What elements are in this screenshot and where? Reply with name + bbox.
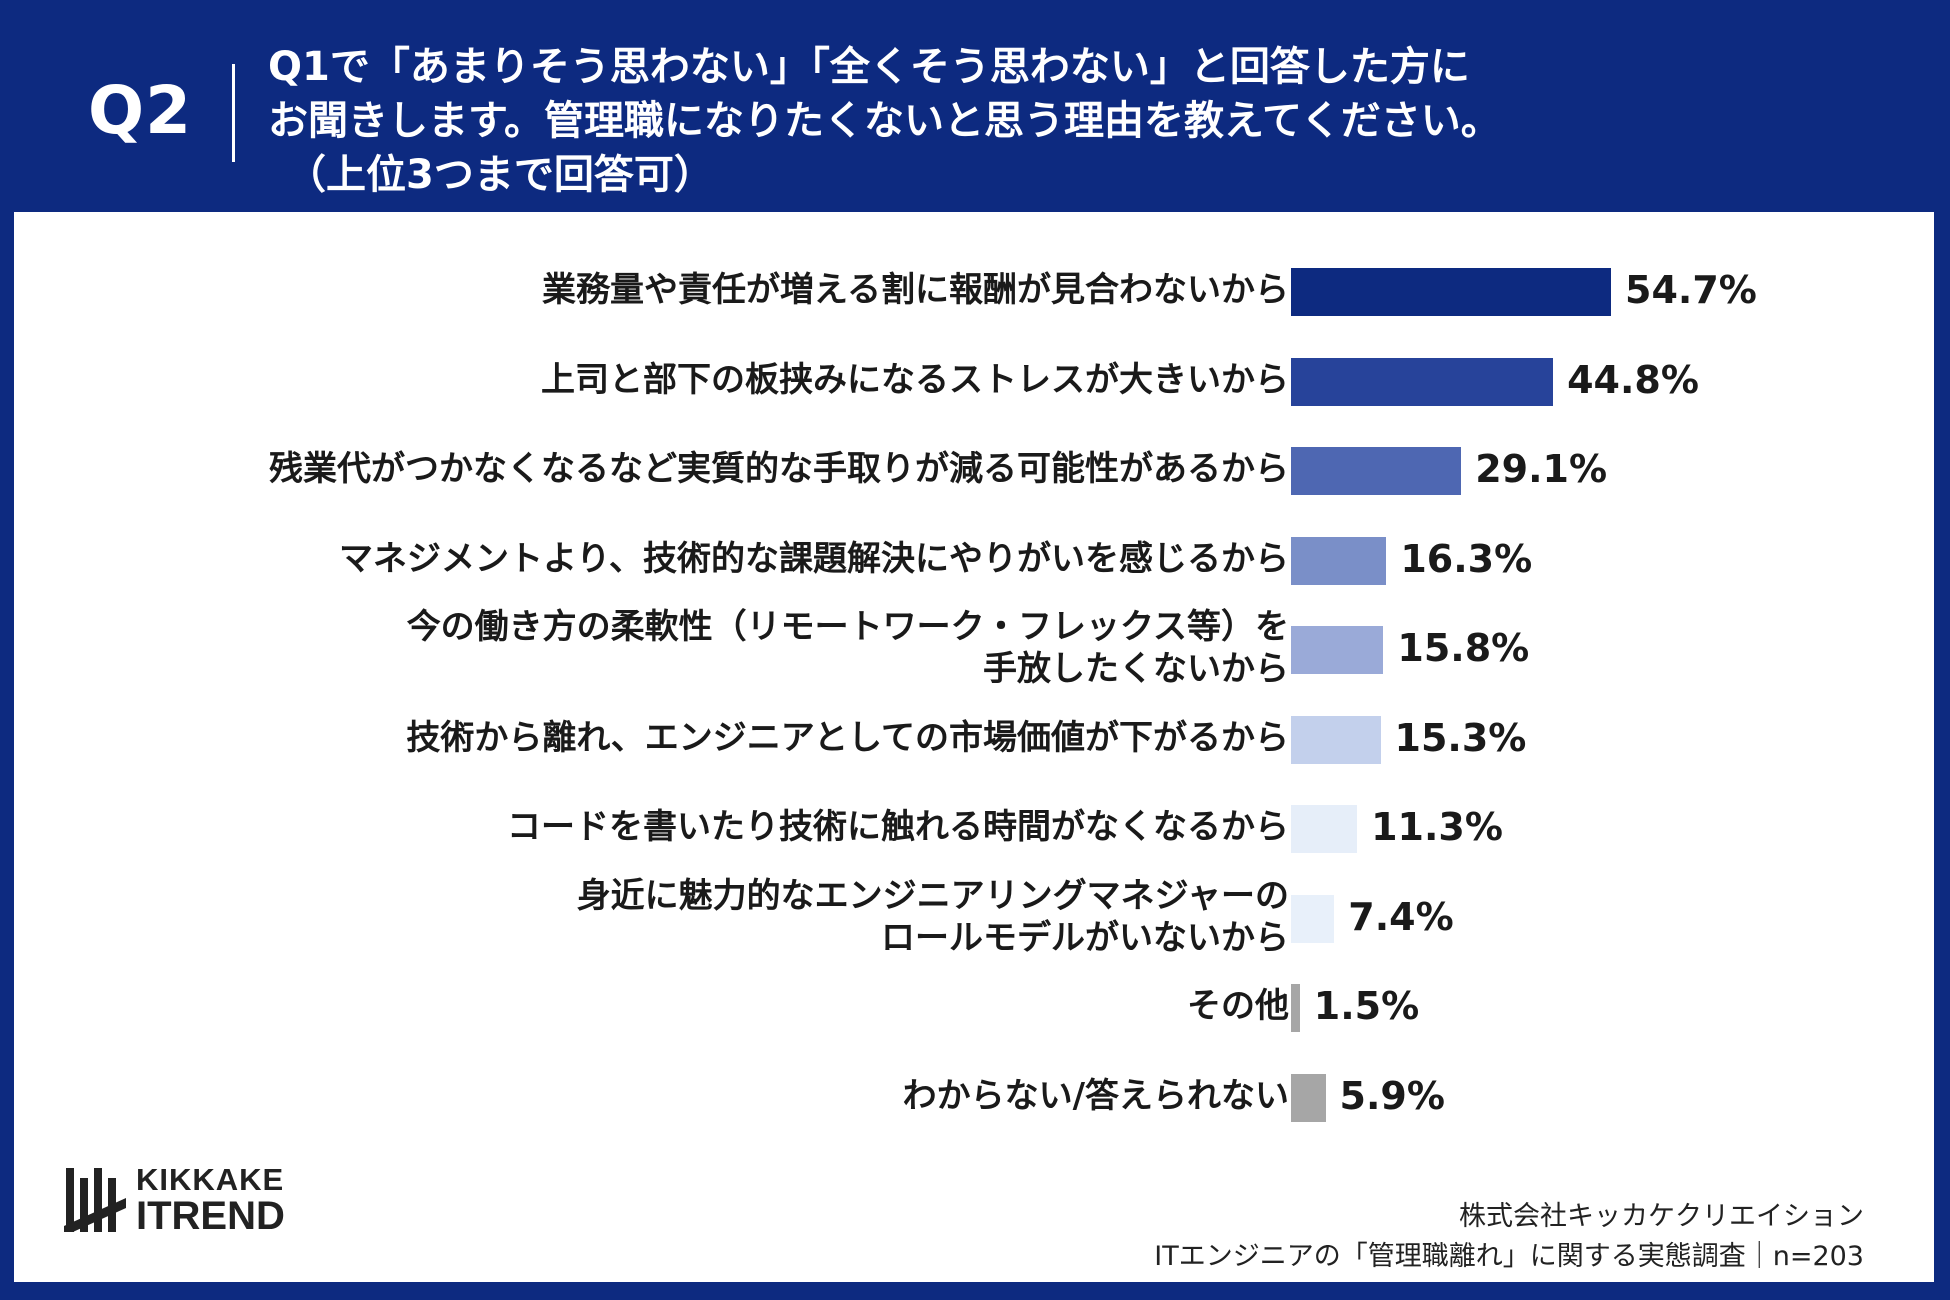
chart-row: 残業代がつかなくなるなど実質的な手取りが減る可能性があるから 29.1% — [14, 439, 1934, 499]
category-label-line: マネジメントより、技術的な課題解決にやりがいを感じるから — [339, 538, 1289, 579]
category-label-line: コードを書いたり技術に触れる時間がなくなるから — [507, 807, 1289, 847]
bar-value-label: 1.5% — [1313, 984, 1420, 1028]
bar — [1291, 984, 1300, 1032]
category-label-line: その他 — [1187, 986, 1289, 1026]
bar-value-label: 11.3% — [1371, 805, 1503, 849]
bar — [1291, 447, 1462, 495]
category-label-line: わからない/答えられない — [902, 1075, 1289, 1116]
category-label: 業務量や責任が増える割に報酬が見合わないから — [542, 260, 1289, 320]
category-label: 残業代がつかなくなるなど実質的な手取りが減る可能性があるから — [269, 439, 1289, 499]
question-line-3: （上位3つまで回答可） — [286, 152, 714, 198]
category-label: マネジメントより、技術的な課題解決にやりがいを感じるから — [339, 529, 1289, 589]
category-label-line: 上司と部下の板挟みになるストレスが大きいから — [541, 359, 1289, 400]
bar-value-label: 7.4% — [1348, 894, 1454, 939]
bar — [1291, 357, 1554, 406]
bar — [1291, 894, 1335, 943]
bar-value-label: 15.8% — [1397, 626, 1530, 670]
bar-value-label: 16.3% — [1400, 536, 1533, 581]
bar-value-label: 5.9% — [1339, 1073, 1445, 1118]
logo-text: KIKKAKE ITREND — [136, 1162, 285, 1238]
header: Q2 Q1で「あまりそう思わない」「全くそう思わない」と回答した方に お聞きしま… — [0, 0, 1950, 210]
bar-value-label: 15.3% — [1394, 715, 1527, 760]
category-label: 今の働き方の柔軟性（リモートワーク・フレックス等）を 手放したくないから — [407, 607, 1289, 689]
category-label: 技術から離れ、エンジニアとしての市場価値が下がるから — [406, 708, 1289, 768]
chart-row: 身近に魅力的なエンジニアリングマネジャーの ロールモデルがいないから 7.4% — [14, 876, 1934, 958]
bar-value-label: 29.1% — [1475, 447, 1608, 491]
category-label-line: 技術から離れ、エンジニアとしての市場価値が下がるから — [406, 717, 1289, 758]
bar — [1291, 805, 1358, 853]
bar — [1291, 268, 1611, 316]
chart-row: 技術から離れ、エンジニアとしての市場価値が下がるから 15.3% — [14, 708, 1934, 768]
category-label-line: 今の働き方の柔軟性（リモートワーク・フレックス等）を — [406, 607, 1289, 647]
footer-survey: ITエンジニアの「管理職離れ」に関する実態調査｜n=203 — [1154, 1241, 1864, 1272]
question-text: Q1で「あまりそう思わない」「全くそう思わない」と回答した方に お聞きします。管… — [268, 40, 1908, 202]
category-label-line: ロールモデルがいないから — [881, 917, 1289, 958]
footer-company: 株式会社キッカケクリエイション — [1459, 1201, 1864, 1232]
category-label-line: 業務量や責任が増える割に報酬が見合わないから — [542, 270, 1289, 310]
question-line-2: お聞きします。管理職になりたくないと思う理由を教えてください。 — [268, 98, 1501, 144]
chart-panel: 業務量や責任が増える割に報酬が見合わないから 54.7% 上司と部下の板挟みになるス… — [14, 212, 1934, 1282]
bar-value-label: 44.8% — [1567, 357, 1699, 402]
category-label: 上司と部下の板挟みになるストレスが大きいから — [541, 350, 1289, 410]
question-line-1: Q1で「あまりそう思わない」「全くそう思わない」と回答した方に — [268, 44, 1470, 90]
chart-row: 業務量や責任が増える割に報酬が見合わないから 54.7% — [14, 260, 1934, 320]
category-label: わからない/答えられない — [903, 1066, 1289, 1126]
chart-row: コードを書いたり技術に触れる時間がなくなるから 11.3% — [14, 797, 1934, 857]
logo-line-2: ITREND — [136, 1194, 285, 1238]
bar — [1291, 1073, 1326, 1122]
bar — [1291, 715, 1381, 764]
bar — [1291, 536, 1387, 585]
chart-row: 上司と部下の板挟みになるストレスが大きいから 44.8% — [14, 350, 1934, 410]
chart-row: その他 1.5% — [14, 976, 1934, 1036]
chart-row: わからない/答えられない 5.9% — [14, 1066, 1934, 1126]
footer: 株式会社キッカケクリエイション ITエンジニアの「管理職離れ」に関する実態調査｜… — [1154, 1197, 1864, 1277]
category-label-line: 残業代がつかなくなるなど実質的な手取りが減る可能性があるから — [269, 449, 1289, 489]
logo-mark-icon — [64, 1168, 126, 1232]
chart-row: マネジメントより、技術的な課題解決にやりがいを感じるから 16.3% — [14, 529, 1934, 589]
category-label-line: 手放したくないから — [983, 649, 1289, 689]
logo-line-1: KIKKAKE — [136, 1162, 285, 1197]
bar — [1291, 626, 1384, 674]
logo: KIKKAKE ITREND — [64, 1162, 324, 1242]
header-divider — [232, 64, 235, 162]
category-label: 身近に魅力的なエンジニアリングマネジャーの ロールモデルがいないから — [577, 876, 1289, 958]
bar-value-label: 54.7% — [1625, 268, 1757, 312]
question-number: Q2 — [88, 72, 193, 149]
chart-row: 今の働き方の柔軟性（リモートワーク・フレックス等）を 手放したくないから 15.8% — [14, 607, 1934, 689]
category-label: コードを書いたり技術に触れる時間がなくなるから — [507, 797, 1289, 857]
category-label: その他 — [1187, 976, 1289, 1036]
category-label-line: 身近に魅力的なエンジニアリングマネジャーの — [576, 875, 1289, 916]
